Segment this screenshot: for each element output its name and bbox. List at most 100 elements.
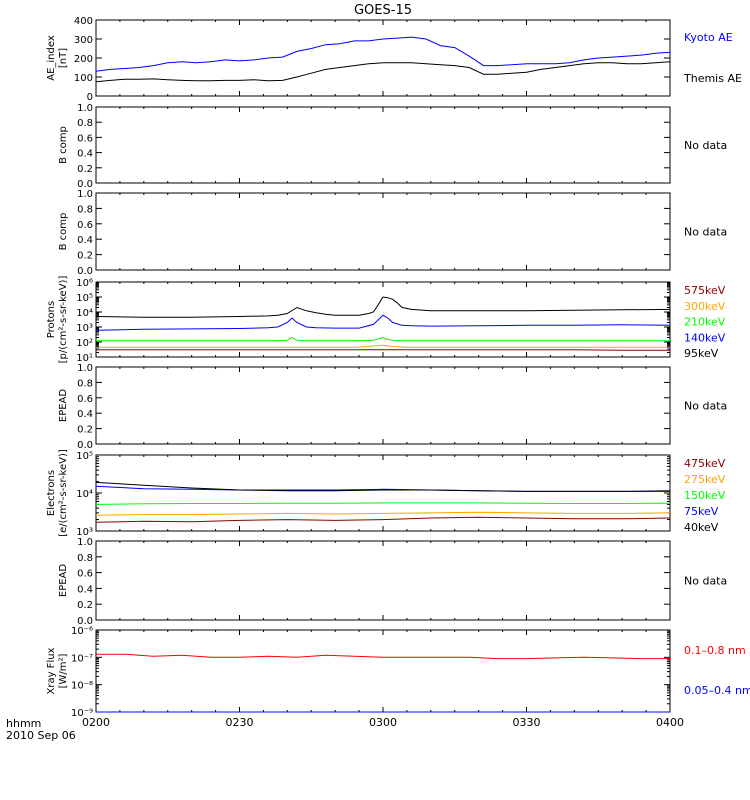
- y-axis-label: Xray Flux: [46, 647, 57, 694]
- panel-frame: [95, 192, 671, 271]
- y-tick-label: 0.8: [77, 378, 93, 389]
- panel-ae: 0 100 200 300 400 AE_index [nT] Kyoto AE Themis …: [46, 16, 742, 103]
- y-tick-label: 10⁻⁹: [71, 708, 93, 719]
- series-line-0-1-0-8-nm: [96, 653, 670, 660]
- y-tick-label: 0.8: [77, 204, 93, 215]
- series-line-95kev: [95, 296, 671, 318]
- legend-label: 150keV: [684, 489, 726, 502]
- no-data-label: No data: [684, 400, 727, 413]
- y-axis-label: AE_index: [46, 35, 57, 81]
- y-tick-label: 0.2: [77, 164, 93, 175]
- y-axis-label: EPEAD: [58, 389, 69, 423]
- x-tick-label: 0300: [369, 716, 397, 729]
- series-line-475kev: [95, 516, 671, 523]
- y-tick-label: 300: [74, 35, 93, 46]
- series-line-575kev: [96, 349, 670, 351]
- legend-label: Kyoto AE: [684, 31, 733, 44]
- y-tick-label: 0: [87, 92, 93, 103]
- time-axis-unit: hhmm: [6, 717, 41, 730]
- panel-bcomp2: 0.0 0.2 0.4 0.6 0.8 1.0 B comp No data: [58, 189, 727, 277]
- y-tick-label: 0.4: [77, 235, 93, 246]
- y-tick-label: 0.0: [77, 616, 93, 627]
- legend-label: 575keV: [684, 284, 726, 297]
- y-tick-label: 1.0: [77, 537, 93, 548]
- y-tick-label: 10²: [76, 338, 93, 349]
- panel-frame: [95, 540, 671, 621]
- y-tick-label: 400: [74, 16, 93, 27]
- y-tick-label: 0.6: [77, 569, 93, 580]
- y-tick-label: 10³: [76, 323, 93, 334]
- y-tick-label: 10³: [76, 527, 93, 538]
- series-line-150kev: [95, 502, 671, 505]
- y-tick-label: 0.0: [77, 266, 93, 277]
- panel-frame: [95, 629, 671, 713]
- series-line-140kev: [95, 314, 671, 331]
- y-axis-label: [nT]: [58, 48, 69, 68]
- panels: 0 100 200 300 400 AE_index [nT] Kyoto AE Themis …: [46, 16, 750, 719]
- legend-label: 210keV: [684, 316, 726, 329]
- panel-frame: [95, 366, 671, 445]
- y-tick-label: 10⁻⁶: [71, 626, 93, 637]
- y-axis-label: Protons: [46, 301, 57, 338]
- panel-frame: [95, 19, 671, 97]
- y-axis-label: [W/m²]: [58, 653, 69, 688]
- y-axis-label: EPEAD: [58, 564, 69, 598]
- legend-label: 40keV: [684, 521, 719, 534]
- series-line-210kev: [96, 336, 670, 342]
- y-tick-label: 0.4: [77, 149, 93, 160]
- panel-epead2: 0.0 0.2 0.4 0.6 0.8 1.0 EPEAD No data: [58, 537, 727, 627]
- no-data-label: No data: [684, 139, 727, 152]
- y-tick-label: 0.0: [77, 179, 93, 190]
- chart-title: GOES-15: [354, 3, 412, 18]
- y-tick-label: 0.2: [77, 251, 93, 262]
- panel-frame: [95, 106, 671, 184]
- y-tick-label: 10⁻⁸: [71, 681, 93, 692]
- y-tick-label: 0.6: [77, 133, 93, 144]
- y-tick-label: 0.2: [77, 425, 93, 436]
- time-axis: 0200 0230 0300 0330 0400: [82, 716, 684, 729]
- legend-label: 0.1–0.8 nm: [684, 644, 746, 657]
- x-tick-label: 0400: [656, 716, 684, 729]
- y-tick-label: 10⁵: [76, 293, 93, 304]
- legend-label: 0.05–0.4 nm: [684, 684, 750, 697]
- legend-label: Themis AE: [683, 72, 742, 85]
- legend-label: 275keV: [684, 473, 726, 486]
- series-line-themis-ae: [95, 61, 671, 83]
- y-tick-label: 0.8: [77, 118, 93, 129]
- x-tick-label: 0230: [226, 716, 254, 729]
- y-axis-label: B comp: [58, 213, 69, 251]
- y-tick-label: 10⁶: [76, 278, 93, 289]
- y-tick-label: 0.6: [77, 220, 93, 231]
- legend-label: 95keV: [684, 347, 719, 360]
- y-tick-label: 10⁴: [76, 308, 93, 319]
- y-axis-label: [p/(cm²-s-sr-keV)]: [58, 276, 69, 364]
- y-axis-label: [e/(cm²-s-sr-keV)]: [58, 449, 69, 537]
- no-data-label: No data: [684, 575, 727, 588]
- x-tick-label: 0200: [82, 716, 110, 729]
- y-tick-label: 1.0: [77, 103, 93, 114]
- y-tick-label: 10¹: [76, 353, 93, 364]
- y-axis-label: Electrons: [46, 470, 57, 516]
- y-tick-label: 0.4: [77, 584, 93, 595]
- legend-label: 140keV: [684, 331, 726, 344]
- panel-electrons: 10³ 10⁴ 10⁵ Electrons [e/(cm²-s-sr-keV)] 475k…: [46, 449, 726, 538]
- series-line-kyoto-ae: [95, 36, 671, 72]
- x-tick-label: 0330: [513, 716, 541, 729]
- y-tick-label: 200: [74, 54, 93, 65]
- series-line-40kev: [95, 481, 671, 492]
- no-data-label: No data: [684, 226, 727, 239]
- legend-label: 300keV: [684, 300, 726, 313]
- y-tick-label: 1.0: [77, 189, 93, 200]
- y-tick-label: 1.0: [77, 363, 93, 374]
- legend-label: 475keV: [684, 457, 726, 470]
- y-tick-label: 0.2: [77, 600, 93, 611]
- y-tick-label: 0.8: [77, 553, 93, 564]
- series-line-275kev: [95, 511, 671, 516]
- series-line-300kev: [96, 344, 670, 348]
- y-tick-label: 0.4: [77, 409, 93, 420]
- legend-label: 75keV: [684, 505, 719, 518]
- y-tick-label: 0.6: [77, 394, 93, 405]
- y-tick-label: 0.0: [77, 440, 93, 451]
- y-tick-label: 10⁵: [76, 451, 93, 462]
